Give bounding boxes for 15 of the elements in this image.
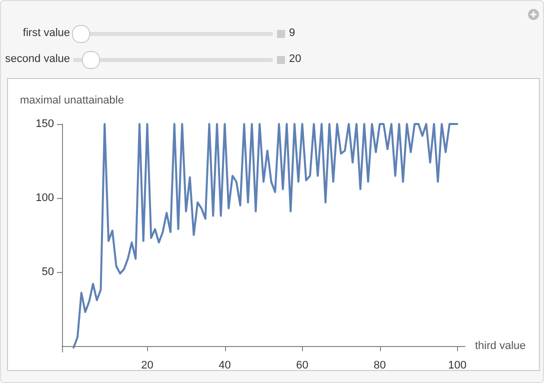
x-tick-label: 20: [141, 360, 154, 372]
y-tick-label: 150: [36, 118, 54, 130]
text: 9: [289, 27, 296, 39]
line-series: [72, 123, 458, 349]
text: first value: [22, 27, 70, 39]
x-tick-label: 100: [448, 360, 466, 372]
x-tick-label: 40: [218, 360, 231, 372]
x-tick-label: 80: [374, 360, 386, 372]
text: second value: [5, 53, 70, 65]
x-tick-label: 60: [296, 360, 308, 372]
y-axis-title: maximal unattainable: [20, 94, 124, 106]
y-tick-label: 100: [36, 192, 54, 204]
text: 20: [289, 53, 302, 65]
x-axis-title: third value: [475, 340, 526, 352]
y-tick-label: 50: [42, 266, 54, 278]
